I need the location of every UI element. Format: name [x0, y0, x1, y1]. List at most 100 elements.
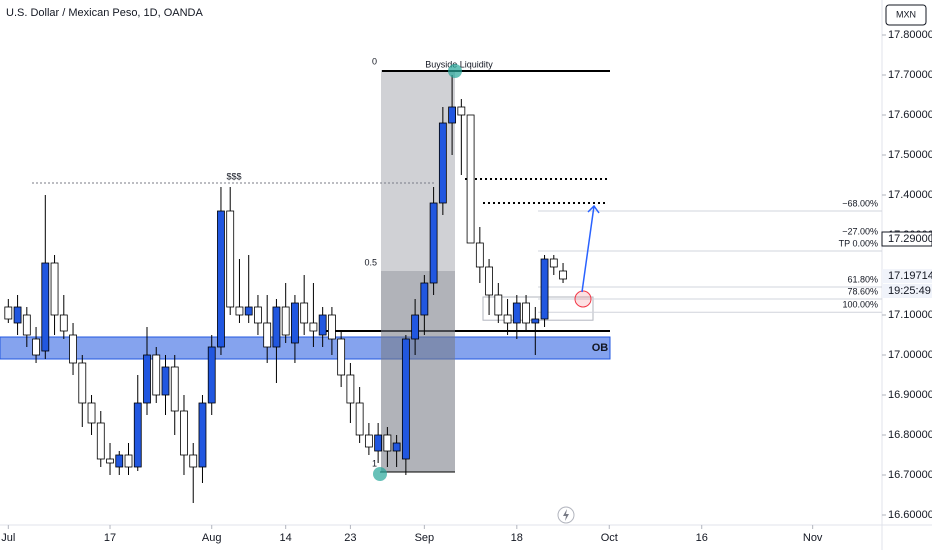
candle-body [411, 314, 420, 340]
chart-title: U.S. Dollar / Mexican Peso, 1D, OANDA [6, 7, 204, 19]
y-tick-label: 16.70000 [888, 469, 932, 481]
candle-body [485, 266, 493, 296]
candle-body [448, 106, 456, 124]
y-tick-label: 17.60000 [888, 109, 932, 121]
candle-body [494, 294, 503, 316]
x-tick-label: 17 [104, 532, 116, 544]
low-marker [373, 467, 387, 481]
candle-body [180, 410, 188, 456]
candle-body [374, 434, 383, 452]
candle-body [87, 402, 96, 424]
candle-body [401, 338, 410, 460]
candle-body [13, 306, 22, 324]
candle-body [152, 354, 161, 396]
candle-body [559, 270, 567, 280]
candle-body [189, 454, 198, 468]
y-tick-label: 16.60000 [888, 509, 932, 521]
candle-body [355, 402, 364, 436]
bolt-icon [563, 509, 569, 521]
x-tick-label: Jul [1, 532, 15, 544]
candle-body [124, 454, 133, 468]
y-tick-label: 17.50000 [888, 149, 932, 161]
candle-body [170, 366, 179, 412]
candle-body [300, 302, 309, 324]
candle-body [254, 306, 262, 324]
currency-label: MXN [896, 9, 916, 19]
fib-retracement-label: 1 [372, 458, 377, 468]
candle-body [143, 354, 151, 404]
candle-body [364, 434, 373, 448]
candle-body [263, 322, 272, 348]
x-tick-label: Sep [415, 532, 435, 544]
candle-body [337, 338, 346, 376]
candle-body [133, 402, 142, 468]
candle-body [503, 314, 512, 324]
candle-body [318, 314, 327, 336]
candle-body [383, 434, 392, 452]
candle-body [217, 210, 225, 348]
candle-body [309, 322, 318, 332]
candle-body [438, 122, 447, 204]
x-tick-label: 16 [696, 532, 708, 544]
y-tick-label: 17.00000 [888, 349, 932, 361]
price-label-box [882, 269, 932, 284]
candle-body [161, 366, 170, 396]
fib-box-lower [381, 271, 455, 472]
fib-extension-label: 100.00% [842, 300, 878, 310]
candle-body [22, 314, 31, 336]
candle-body [41, 262, 50, 352]
price-label-box [881, 231, 932, 247]
candle-body [392, 442, 401, 452]
y-tick-label: 16.80000 [888, 429, 932, 441]
candle-body [531, 318, 540, 324]
currency-button[interactable] [885, 4, 927, 26]
candle-body [281, 306, 290, 336]
candle-body [540, 258, 549, 320]
y-tick-label: 17.70000 [888, 69, 932, 81]
candle-body [96, 422, 105, 460]
y-tick-label: 17.80000 [888, 29, 932, 41]
price-label-box [882, 284, 932, 298]
candle-body [420, 282, 429, 316]
candle-body [235, 306, 244, 316]
x-tick-label: 18 [511, 532, 523, 544]
x-tick-label: Nov [803, 532, 823, 544]
candle-body [4, 306, 13, 320]
candle-body [346, 374, 355, 404]
candle-body [291, 302, 299, 344]
y-tick-label: 17.40000 [888, 189, 932, 201]
candle-body [59, 314, 68, 332]
candle-body [207, 346, 216, 404]
candle-body [429, 202, 438, 284]
x-tick-label: Oct [601, 532, 618, 544]
candle-body [69, 334, 77, 364]
candle-body [106, 458, 114, 464]
x-tick-label: 14 [280, 532, 292, 544]
order-block [0, 336, 611, 360]
candle-body [328, 314, 336, 340]
y-tick-label: 16.90000 [888, 389, 932, 401]
candle-body [466, 114, 475, 244]
fib-extension-label: TP 0.00% [839, 238, 878, 248]
candle-body [78, 362, 87, 404]
candle-body [522, 302, 530, 324]
x-tick-label: Aug [202, 532, 222, 544]
x-tick-label: 23 [344, 532, 356, 544]
price-label: 17.29000 [888, 233, 932, 245]
candle-body [475, 242, 484, 268]
fib-retracement-label: 0.5 [364, 257, 377, 267]
liquidity-label: $$$ [226, 171, 241, 181]
liquidity-marker [448, 64, 462, 78]
candle-body [272, 306, 281, 348]
order-block-label: OB [592, 342, 609, 354]
liquidity-label: Buyside Liquidity [425, 59, 493, 69]
fib-extension-label: 78.60% [847, 286, 878, 296]
candle-body [226, 210, 235, 308]
price-label: 19:25:49 [888, 285, 931, 297]
candle-body [198, 402, 207, 468]
fib-extension-label: −27.00% [842, 226, 878, 236]
target-arrow [581, 204, 600, 293]
candle-body [457, 106, 466, 116]
